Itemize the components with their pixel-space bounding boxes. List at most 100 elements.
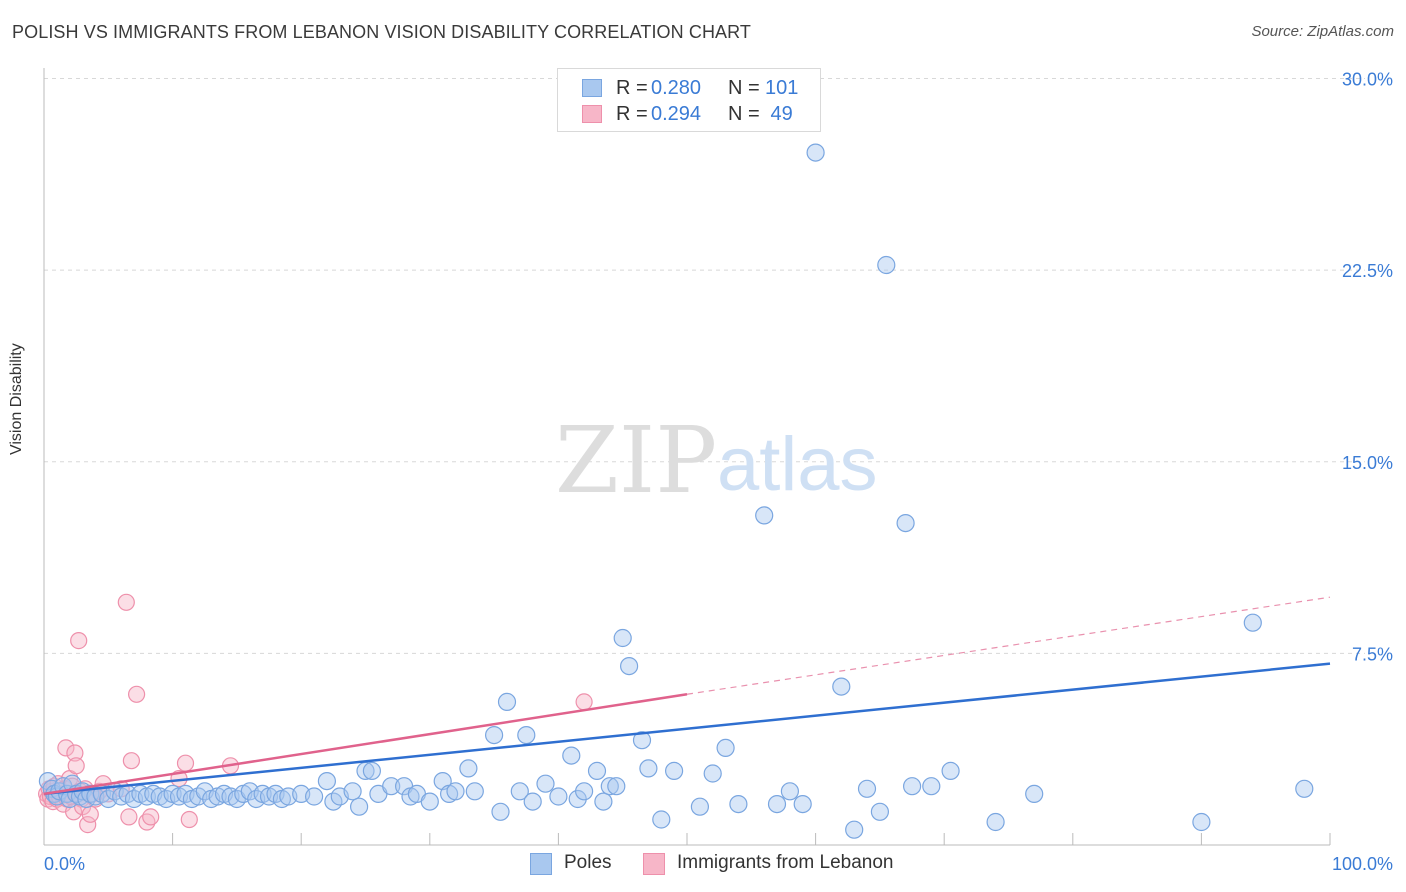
data-point-lebanon [180, 810, 198, 829]
x-tick-label-min: 0.0% [44, 854, 85, 874]
data-point-poles [664, 761, 684, 781]
data-point-poles [729, 794, 748, 814]
data-point-lebanon [70, 631, 88, 650]
data-point-poles [690, 797, 710, 816]
data-point-poles [382, 777, 401, 796]
data-point-poles [896, 513, 915, 533]
data-point-poles [549, 787, 568, 806]
data-point-lebanon [67, 757, 85, 775]
data-point-poles [1192, 812, 1211, 832]
data-point-poles [562, 746, 581, 765]
data-point-poles [459, 759, 478, 778]
data-point-poles [607, 777, 626, 796]
y-tick-label: 15.0% [1342, 453, 1393, 473]
r-value: 0.294 [651, 103, 702, 125]
data-point-poles [1025, 784, 1044, 804]
data-point-poles [870, 802, 890, 821]
data-point-poles [780, 782, 800, 801]
data-point-poles [986, 812, 1005, 832]
data-point-poles [922, 777, 941, 796]
lebanon-legend-label: Immigrants from Lebanon [677, 852, 894, 873]
data-point-poles [767, 794, 787, 814]
data-point-lebanon [128, 685, 146, 703]
data-point-poles [703, 764, 722, 783]
data-point-poles [523, 792, 542, 811]
data-point-poles [1243, 613, 1262, 632]
stats-legend: R = 0.280 N = 101 R = 0.294 N = 49 [557, 68, 821, 132]
data-point-lebanon [176, 754, 195, 772]
data-point-poles [632, 731, 652, 750]
data-point-poles [465, 782, 484, 801]
data-point-poles [343, 782, 362, 801]
data-point-poles [793, 794, 812, 814]
data-point-poles [574, 782, 594, 801]
trend-line-poles [43, 662, 1331, 796]
series-poles-points [38, 143, 1314, 839]
data-point-poles [517, 725, 536, 745]
data-point-poles [600, 777, 619, 796]
y-tick-label: 30.0% [1342, 70, 1393, 90]
gridlines [44, 78, 1365, 654]
y-tick-label: 7.5% [1352, 644, 1393, 664]
lebanon-legend-swatch [643, 853, 665, 875]
data-point-poles [317, 771, 336, 791]
n-value: 49 [765, 103, 793, 125]
poles-legend-label: Poles [564, 852, 612, 873]
data-point-lebanon [120, 808, 138, 826]
data-point-poles [485, 725, 504, 745]
y-tick-label: 22.5% [1342, 261, 1393, 281]
data-point-poles [594, 792, 613, 811]
n-value: 101 [765, 77, 799, 99]
data-point-lebanon [575, 693, 593, 711]
data-point-poles [536, 774, 555, 793]
data-point-poles [613, 628, 632, 648]
poles-swatch [582, 79, 602, 97]
data-point-poles [941, 761, 960, 781]
data-point-poles [350, 797, 369, 816]
x-tick-label-max: 100.0% [1332, 854, 1393, 874]
watermark-zip: ZIP [555, 407, 717, 514]
data-point-poles [845, 820, 864, 839]
r-value: 0.280 [651, 77, 702, 99]
data-point-lebanon [117, 593, 135, 611]
trend-line-lebanon [43, 693, 688, 796]
data-point-poles [857, 779, 877, 798]
trend-line-lebanon-extension [686, 596, 1331, 695]
data-point-poles [587, 761, 607, 781]
trend-lines [43, 596, 1331, 796]
axes [43, 68, 1331, 846]
data-point-lebanon [79, 815, 97, 834]
chart-title: POLISH VS IMMIGRANTS FROM LEBANON VISION… [12, 22, 752, 42]
data-point-poles [362, 761, 381, 781]
n-label: N = [728, 103, 760, 125]
data-point-poles [877, 255, 896, 275]
data-point-poles [755, 506, 774, 525]
data-point-lebanon [122, 752, 140, 770]
data-point-poles [902, 777, 922, 796]
data-point-lebanon [81, 805, 99, 823]
data-point-poles [832, 677, 851, 696]
r-label: R = [616, 77, 648, 99]
tick-labels: 7.5% 15.0% 22.5% 30.0% 0.0% 100.0% [44, 70, 1393, 875]
data-point-lebanon [66, 744, 84, 762]
data-point-lebanon [57, 739, 75, 757]
data-point-poles [806, 143, 825, 162]
data-point-poles [639, 759, 658, 778]
data-point-poles [510, 782, 529, 801]
poles-legend-swatch [530, 853, 552, 875]
source-credit: Source: ZipAtlas.com [1251, 23, 1394, 40]
data-point-poles [716, 738, 735, 758]
data-point-poles [420, 792, 439, 811]
data-point-poles [497, 692, 517, 712]
data-point-poles [305, 787, 324, 806]
data-point-poles [652, 810, 671, 829]
data-point-poles [491, 802, 510, 821]
data-point-lebanon [142, 808, 160, 826]
data-point-poles [619, 656, 639, 676]
data-point-poles [446, 782, 465, 801]
watermark-atlas: atlas [717, 422, 878, 507]
r-label: R = [616, 103, 648, 125]
n-label: N = [728, 77, 760, 99]
data-point-poles [1295, 779, 1314, 798]
